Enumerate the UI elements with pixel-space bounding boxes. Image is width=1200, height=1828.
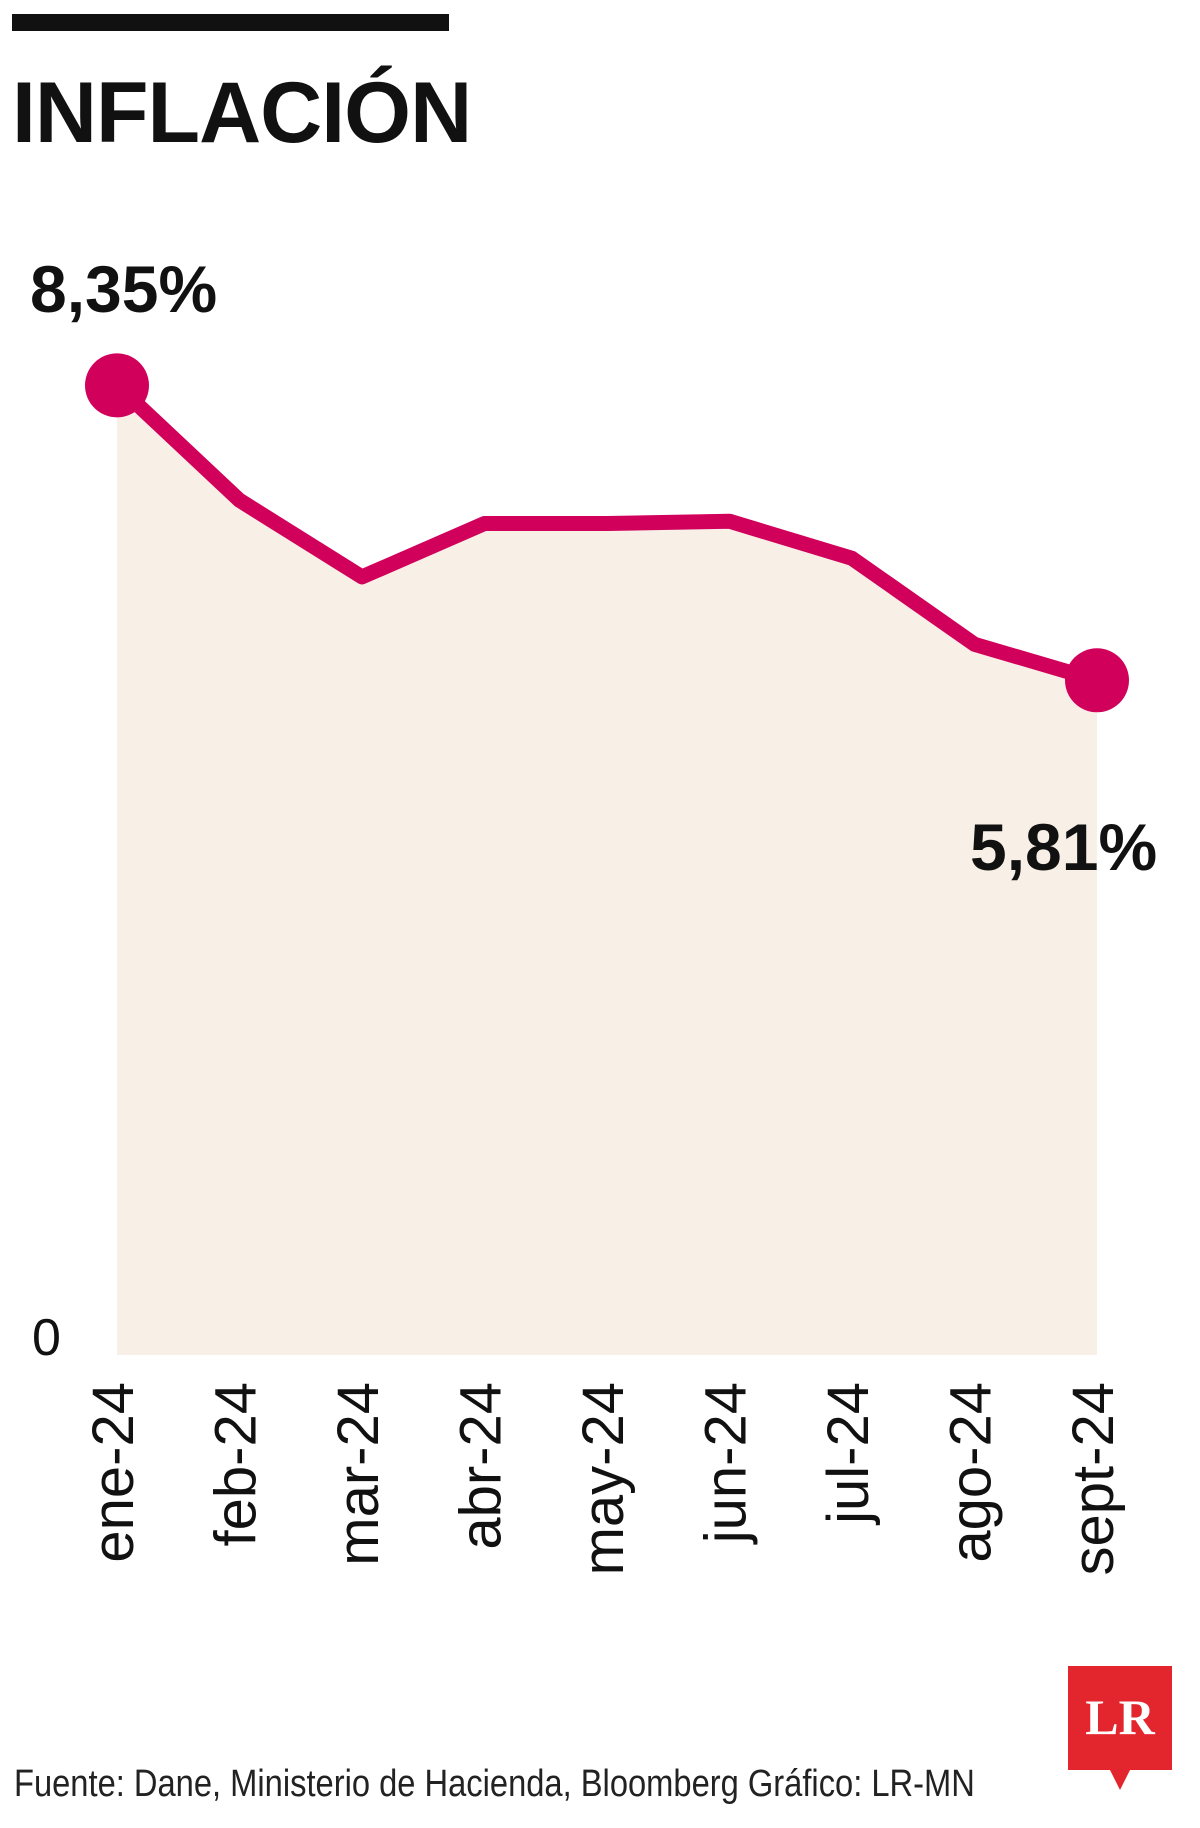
chart-title: INFLACIÓN <box>12 65 472 161</box>
x-tick-label: jul-24 <box>816 1382 881 1526</box>
x-tick-label: ago-24 <box>939 1382 1004 1563</box>
title-rule <box>12 14 449 31</box>
data-label: 8,35% <box>30 252 217 326</box>
x-tick-label: mar-24 <box>326 1382 391 1566</box>
x-tick-label: may-24 <box>571 1382 636 1575</box>
x-tick-label: abr-24 <box>449 1382 514 1550</box>
y-tick-label: 0 <box>32 1309 61 1367</box>
area-fill <box>117 385 1097 1355</box>
source-note: Fuente: Dane, Ministerio de Hacienda, Bl… <box>14 1763 975 1805</box>
start-point-marker <box>85 353 149 418</box>
data-label: 5,81% <box>970 810 1157 884</box>
x-tick-label: jun-24 <box>694 1382 759 1545</box>
lr-logo: LR <box>1068 1666 1172 1790</box>
end-point-marker <box>1065 648 1129 713</box>
series-line <box>109 377 1105 688</box>
x-tick-label: sept-24 <box>1061 1382 1126 1575</box>
x-tick-label: ene-24 <box>81 1382 146 1563</box>
svg-text:LR: LR <box>1085 1689 1155 1745</box>
x-tick-label: feb-24 <box>204 1382 269 1546</box>
